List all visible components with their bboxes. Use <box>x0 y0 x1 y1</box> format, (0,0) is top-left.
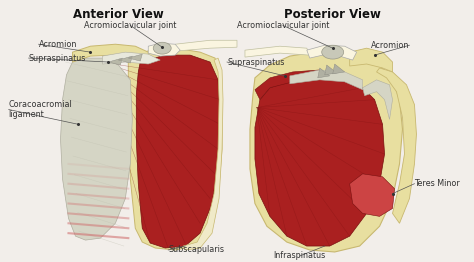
Text: Acromion: Acromion <box>38 40 77 49</box>
Text: Supraspinatus: Supraspinatus <box>28 53 86 63</box>
Text: Infraspinatus: Infraspinatus <box>273 252 326 260</box>
Polygon shape <box>350 174 394 216</box>
Polygon shape <box>245 46 310 57</box>
Ellipse shape <box>153 42 171 54</box>
Text: Acromioclavicular joint: Acromioclavicular joint <box>84 21 176 30</box>
Polygon shape <box>148 43 180 56</box>
Polygon shape <box>255 76 384 246</box>
Polygon shape <box>73 44 148 62</box>
Polygon shape <box>175 40 237 51</box>
Polygon shape <box>61 58 132 240</box>
Text: Coracoacromial
ligament: Coracoacromial ligament <box>9 100 73 119</box>
Polygon shape <box>255 70 320 100</box>
Text: Acromioclavicular joint: Acromioclavicular joint <box>237 21 329 30</box>
Polygon shape <box>102 52 160 64</box>
Text: Teres Minor: Teres Minor <box>414 179 460 188</box>
Polygon shape <box>350 48 392 72</box>
Polygon shape <box>250 52 402 252</box>
Polygon shape <box>376 68 417 223</box>
Polygon shape <box>333 64 345 74</box>
Polygon shape <box>307 45 356 60</box>
Text: Posterior View: Posterior View <box>284 8 381 21</box>
Polygon shape <box>109 58 122 65</box>
Ellipse shape <box>322 45 344 59</box>
Polygon shape <box>183 58 223 250</box>
Polygon shape <box>290 70 363 90</box>
Text: Anterior View: Anterior View <box>73 8 164 21</box>
Polygon shape <box>363 80 392 119</box>
Text: Subscapularis: Subscapularis <box>168 245 224 254</box>
Text: Supraspinatus: Supraspinatus <box>227 58 284 67</box>
Polygon shape <box>318 68 330 78</box>
Polygon shape <box>325 65 337 75</box>
Polygon shape <box>118 56 132 63</box>
Polygon shape <box>128 54 142 61</box>
Text: Acromion: Acromion <box>371 41 410 50</box>
Polygon shape <box>137 55 220 248</box>
Polygon shape <box>128 48 222 250</box>
